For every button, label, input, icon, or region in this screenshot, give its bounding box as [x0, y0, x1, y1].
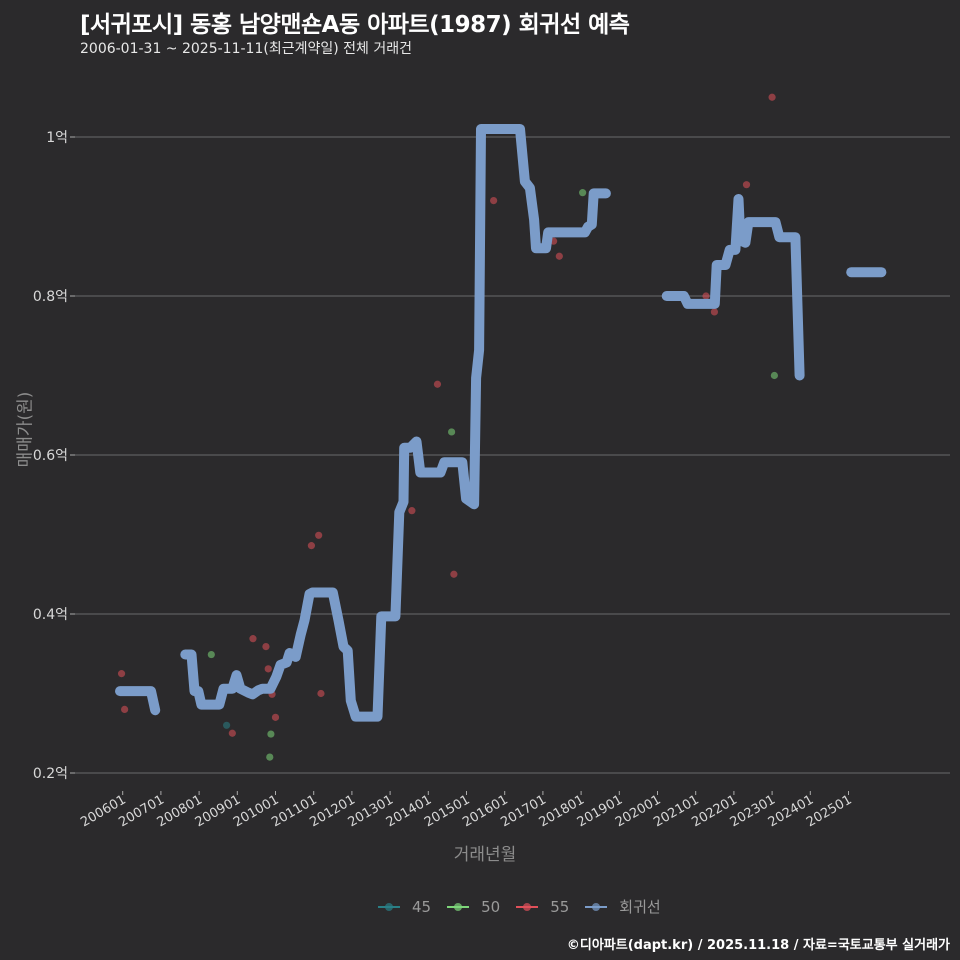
legend: 45 50 55 회귀선	[378, 896, 677, 917]
y-tick-label: 0.6억	[33, 448, 68, 464]
x-axis-label: 거래년월	[453, 845, 517, 865]
data-point-55	[264, 665, 272, 673]
y-tick-label: 0.8억	[33, 289, 68, 305]
data-point-55	[249, 635, 257, 643]
data-point-55	[433, 380, 442, 388]
data-point-50	[579, 189, 587, 197]
data-point-55	[408, 507, 416, 515]
data-point-55	[307, 542, 316, 550]
chart-title: [서귀포시] 동홍 남양맨숀A동 아파트(1987) 회귀선 예측	[80, 12, 630, 38]
legend-label: 45	[412, 897, 432, 916]
legend-key-icon	[516, 902, 539, 912]
data-point-55	[121, 705, 129, 714]
regression-line	[115, 686, 161, 716]
regression-line	[661, 194, 805, 381]
data-point-55	[117, 670, 126, 678]
data-point-55	[702, 292, 710, 300]
y-tick-label: 0.4억	[33, 607, 68, 623]
data-point-55	[315, 531, 323, 539]
data-point-55	[450, 570, 458, 578]
data-point-50	[266, 753, 274, 761]
chart-subtitle: 2006-01-31 ~ 2025-11-11(최근계약일) 전체 거래건	[80, 41, 412, 57]
data-point-55	[317, 689, 325, 698]
data-point-55	[262, 642, 270, 651]
data-point-50	[207, 650, 215, 659]
legend-item-45: 45	[378, 898, 431, 916]
y-axis-label: 매매가(원)	[15, 391, 36, 468]
data-point-50	[770, 371, 778, 380]
y-tick-label: 1억	[46, 130, 68, 146]
data-point-55	[490, 197, 498, 205]
data-point-50	[448, 428, 456, 436]
data-point-55	[742, 181, 751, 189]
legend-key-icon	[378, 902, 400, 912]
legend-key-icon	[447, 902, 470, 912]
legend-label: 회귀선	[619, 898, 661, 916]
legend-item-50: 50	[447, 898, 500, 916]
data-point-55	[228, 729, 236, 737]
legend-key-icon	[585, 902, 608, 912]
data-point-55	[555, 252, 563, 260]
legend-item-regression: 회귀선	[585, 896, 661, 917]
data-point-55	[768, 93, 776, 101]
data-point-45	[223, 721, 231, 729]
legend-label: 50	[481, 897, 501, 916]
data-point-55	[271, 713, 280, 721]
data-point-50	[267, 730, 275, 738]
source-footer: ©디아파트(dapt.kr) / 2025.11.18 / 자료=국토교통부 실…	[566, 938, 950, 953]
legend-item-55: 55	[516, 898, 569, 916]
y-tick-label: 0.2억	[33, 766, 68, 782]
regression-line	[180, 124, 611, 722]
legend-label: 55	[550, 897, 570, 916]
data-point-55	[710, 308, 719, 316]
